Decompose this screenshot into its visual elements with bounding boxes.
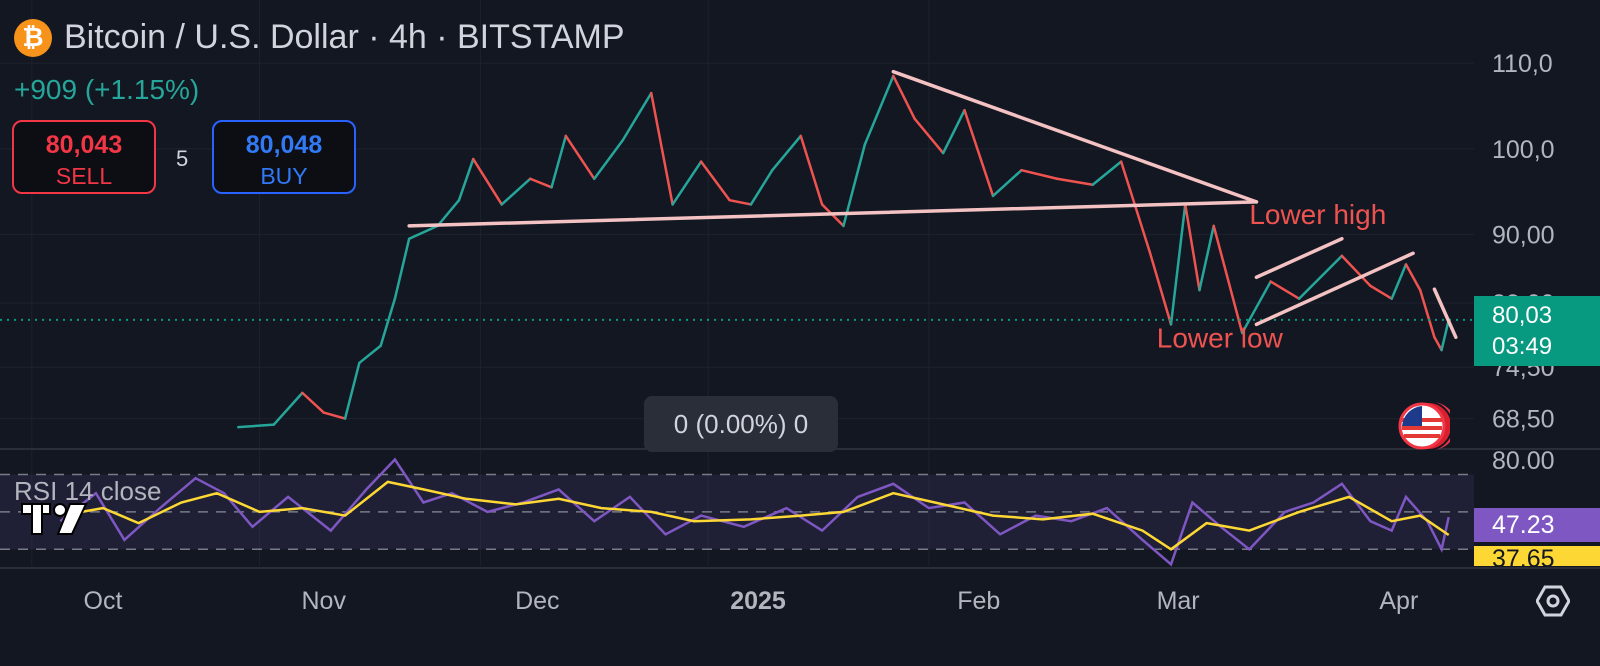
rsi-series [59, 457, 1450, 567]
buy-button[interactable]: 80,048 BUY [212, 120, 356, 194]
trendline [407, 200, 1259, 228]
time-axis-label: Feb [957, 587, 1000, 615]
trendline [1254, 251, 1415, 327]
price-segment [272, 391, 304, 426]
time-axis-label: Dec [515, 587, 559, 615]
time-axis-label: Mar [1157, 587, 1200, 615]
price-segment [528, 177, 553, 189]
price-segment [1183, 203, 1201, 292]
price-axis-label: 110,0 [1492, 50, 1553, 78]
price-segment [358, 344, 382, 365]
buy-price: 80,048 [245, 131, 323, 159]
price-segment [379, 297, 397, 348]
settings-icon[interactable] [1536, 584, 1570, 618]
us-flag-icon[interactable] [1398, 400, 1450, 452]
price-segment [1340, 254, 1372, 288]
spread-value: 5 [176, 146, 189, 171]
price-segment [1169, 203, 1187, 326]
price-segment [771, 134, 803, 172]
bitcoin-icon: ₿ [14, 18, 52, 57]
price-segment [593, 138, 625, 181]
price-change: +909 (+1.15%) [14, 74, 200, 105]
price-segment [322, 411, 347, 420]
price-segment [1440, 318, 1450, 352]
price-segment [1369, 284, 1393, 300]
time-axis-label: 2025 [730, 587, 786, 615]
annotations: Lower high Lower low [1157, 199, 1387, 353]
price-segment [457, 157, 475, 202]
time-axis-label: Oct [84, 587, 123, 615]
price-series [237, 74, 1450, 429]
price-segment [913, 117, 945, 155]
price-segment [749, 168, 774, 206]
price-segment [1433, 335, 1443, 352]
price-segment [301, 391, 325, 414]
price-segment [343, 361, 361, 420]
trendline [1432, 287, 1458, 339]
symbol-title[interactable]: Bitcoin / U.S. Dollar · 4h · BITSTAMP [64, 18, 625, 56]
trendline [891, 69, 1259, 204]
price-segment [1269, 280, 1301, 300]
price-segment [649, 91, 674, 206]
price-segment [1020, 168, 1059, 181]
buy-label: BUY [260, 163, 308, 189]
price-segment [863, 74, 895, 146]
price-segment [621, 91, 653, 142]
price-segment [564, 134, 596, 181]
tradingview-logo-icon [21, 503, 88, 535]
time-axis-label: Nov [301, 587, 346, 615]
price-axis-label: 100,0 [1492, 136, 1555, 164]
chart-header: ₿ Bitcoin / U.S. Dollar · 4h · BITSTAMP [14, 18, 625, 57]
price-segment [892, 74, 916, 121]
price-segment [1418, 288, 1436, 339]
price-segment [991, 168, 1023, 198]
sell-price: 80,043 [45, 131, 123, 159]
measure-tooltip: 0 (0.00%) 0 [644, 396, 838, 452]
sell-button[interactable]: 80,043 SELL [12, 120, 156, 194]
price-segment [1404, 263, 1422, 292]
price-segment [1198, 224, 1215, 292]
time-axis: Oct Nov Dec 2025 Feb Mar Apr [84, 587, 1419, 615]
rsi-value-tag: 47.23 [1474, 508, 1600, 542]
grid-lines [0, 0, 1600, 569]
price-segment [1055, 177, 1094, 187]
price-segment [728, 198, 753, 206]
rsi-ma-value-tag: 37.65 [1474, 546, 1600, 566]
price-segment [1091, 160, 1123, 187]
price-segment [550, 134, 568, 189]
annotation-label: Lower low [1157, 322, 1284, 353]
price-segment [1240, 280, 1272, 335]
rsi-levels [0, 473, 1474, 551]
price-segment [1212, 224, 1244, 335]
bar-countdown: 03:49 [1492, 333, 1553, 360]
price-segment [1148, 250, 1173, 326]
price-axis-label: 68,50 [1492, 406, 1555, 434]
price-segment [799, 134, 824, 206]
price-segment [407, 224, 439, 240]
price-segment [500, 177, 532, 206]
price-segment [1390, 263, 1408, 300]
time-axis-label: Apr [1379, 587, 1418, 615]
price-segment [393, 237, 411, 300]
current-price-value: 80,03 [1492, 302, 1553, 329]
price-segment [699, 160, 731, 202]
price-segment [671, 160, 703, 206]
price-segment [963, 108, 995, 198]
trendline [1254, 236, 1344, 280]
price-axis-label: 90,00 [1492, 221, 1555, 249]
price-segment [941, 108, 966, 155]
trendlines [407, 69, 1458, 339]
price-segment [1297, 254, 1344, 300]
current-price-tag: 80,03 03:49 [1474, 296, 1600, 366]
annotation-label: Lower high [1249, 199, 1386, 230]
price-segment [237, 423, 276, 429]
rsi-indicator-label[interactable]: RSI 14 close [14, 476, 162, 506]
sell-label: SELL [55, 163, 113, 189]
price-segment [471, 157, 503, 206]
rsi-axis-label: 80.00 [1492, 447, 1555, 475]
rsi-ma-line [60, 480, 1450, 551]
price-segment [436, 198, 461, 228]
